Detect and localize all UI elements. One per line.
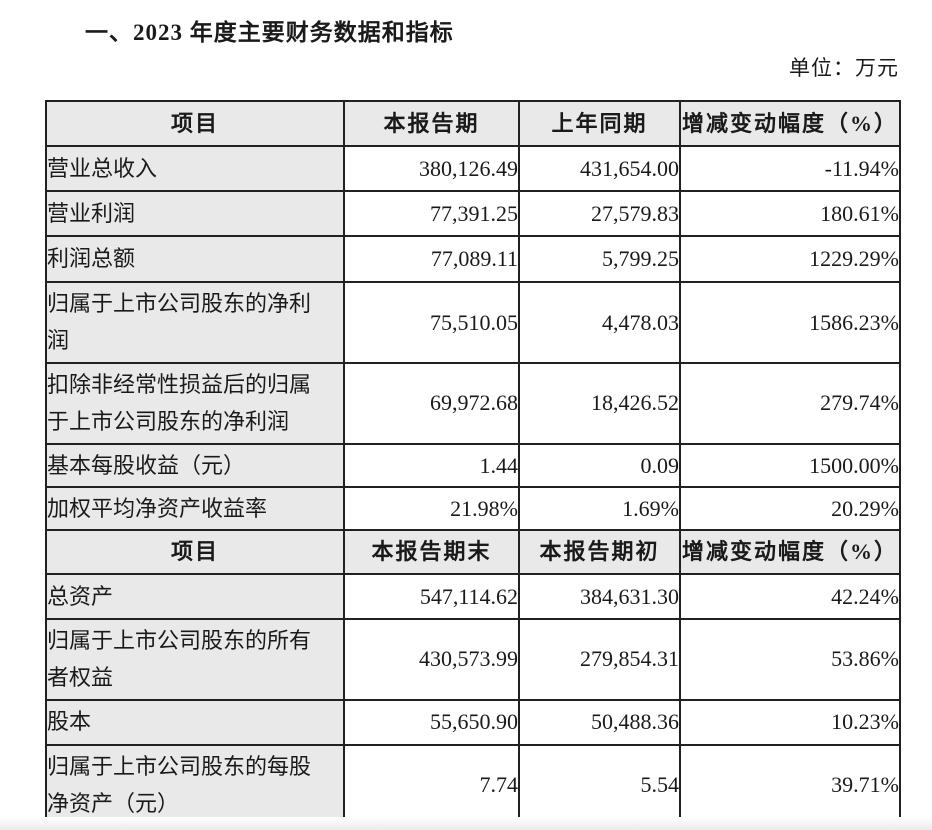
item-cell: 基本每股收益（元） [45, 442, 345, 488]
prior-period-cell: 5,799.25 [518, 235, 681, 283]
table-row: 利润总额 77,089.11 5,799.25 1229.29% [45, 235, 901, 283]
page-bottom-shade [0, 817, 932, 830]
col-header-period-end: 本报告期末 [343, 529, 520, 575]
financial-data-table: 项目 本报告期 上年同期 增减变动幅度（%） 营业总收入 380,126.49 … [45, 100, 901, 827]
item-cell: 营业利润 [45, 190, 345, 237]
col-header-change: 增减变动幅度（%） [679, 100, 901, 147]
change-cell: 1500.00% [679, 442, 901, 488]
item-cell: 归属于上市公司股东的所有 者权益 [45, 617, 345, 701]
col-header-change: 增减变动幅度（%） [679, 529, 901, 575]
change-cell: 180.61% [679, 190, 901, 237]
item-cell: 利润总额 [45, 235, 345, 283]
current-period-cell: 75,510.05 [343, 281, 520, 364]
change-cell: 1586.23% [679, 281, 901, 364]
col-header-current-period: 本报告期 [343, 100, 520, 147]
table-row: 归属于上市公司股东的所有 者权益 430,573.99 279,854.31 5… [45, 617, 901, 701]
change-cell: 53.86% [679, 617, 901, 701]
prior-period-cell: 18,426.52 [518, 361, 681, 445]
current-period-cell: 380,126.49 [343, 145, 520, 192]
table-row: 基本每股收益（元） 1.44 0.09 1500.00% [45, 442, 901, 488]
col-header-item: 项目 [45, 529, 345, 575]
change-cell: 42.24% [679, 572, 901, 620]
table-row: 总资产 547,114.62 384,631.30 42.24% [45, 572, 901, 620]
item-cell: 股本 [45, 698, 345, 746]
prior-period-cell: 431,654.00 [518, 145, 681, 192]
table-row: 归属于上市公司股东的每股 净资产（元） 7.74 5.54 39.71% [45, 743, 901, 827]
period-start-cell: 5.54 [518, 743, 681, 827]
change-cell: 279.74% [679, 361, 901, 445]
change-cell: 20.29% [679, 485, 901, 532]
period-end-cell: 55,650.90 [343, 698, 520, 746]
table-row: 加权平均净资产收益率 21.98% 1.69% 20.29% [45, 485, 901, 532]
period-end-cell: 430,573.99 [343, 617, 520, 701]
period-start-cell: 50,488.36 [518, 698, 681, 746]
period-start-cell: 384,631.30 [518, 572, 681, 620]
change-cell: 1229.29% [679, 235, 901, 283]
current-period-cell: 77,391.25 [343, 190, 520, 237]
item-cell: 扣除非经常性损益后的归属 于上市公司股东的净利润 [45, 361, 345, 445]
period-end-cell: 547,114.62 [343, 572, 520, 620]
table-row: 扣除非经常性损益后的归属 于上市公司股东的净利润 69,972.68 18,42… [45, 361, 901, 445]
prior-period-cell: 0.09 [518, 442, 681, 488]
unit-label: 单位：万元 [789, 56, 899, 80]
current-period-cell: 77,089.11 [343, 235, 520, 283]
change-cell: 10.23% [679, 698, 901, 746]
table-row: 股本 55,650.90 50,488.36 10.23% [45, 698, 901, 746]
item-cell: 营业总收入 [45, 145, 345, 192]
change-cell: 39.71% [679, 743, 901, 827]
prior-period-cell: 27,579.83 [518, 190, 681, 237]
current-period-cell: 69,972.68 [343, 361, 520, 445]
period-start-cell: 279,854.31 [518, 617, 681, 701]
col-header-item: 项目 [45, 100, 345, 147]
table-header-row-2: 项目 本报告期末 本报告期初 增减变动幅度（%） [45, 529, 901, 575]
col-header-prior-period: 上年同期 [518, 100, 681, 147]
table-row: 营业总收入 380,126.49 431,654.00 -11.94% [45, 145, 901, 192]
change-cell: -11.94% [679, 145, 901, 192]
prior-period-cell: 1.69% [518, 485, 681, 532]
item-cell: 归属于上市公司股东的每股 净资产（元） [45, 743, 345, 827]
current-period-cell: 1.44 [343, 442, 520, 488]
section-title: 一、2023 年度主要财务数据和指标 [85, 20, 454, 45]
table-row: 营业利润 77,391.25 27,579.83 180.61% [45, 190, 901, 237]
item-cell: 总资产 [45, 572, 345, 620]
col-header-period-start: 本报告期初 [518, 529, 681, 575]
period-end-cell: 7.74 [343, 743, 520, 827]
prior-period-cell: 4,478.03 [518, 281, 681, 364]
current-period-cell: 21.98% [343, 485, 520, 532]
item-cell: 归属于上市公司股东的净利 润 [45, 281, 345, 364]
table-row: 归属于上市公司股东的净利 润 75,510.05 4,478.03 1586.2… [45, 281, 901, 364]
item-cell: 加权平均净资产收益率 [45, 485, 345, 532]
table-header-row-1: 项目 本报告期 上年同期 增减变动幅度（%） [45, 100, 901, 147]
